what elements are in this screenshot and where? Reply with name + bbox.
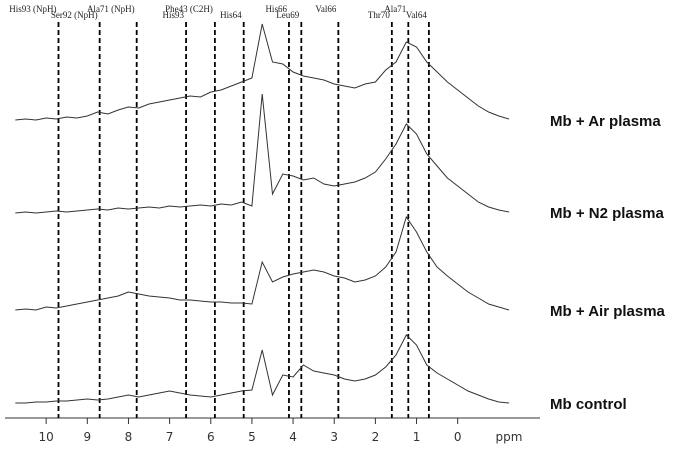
annotation-label: His93 (NpH) <box>9 4 56 14</box>
x-tick-label: 1 <box>413 430 421 444</box>
annotation-label: Leu69 <box>276 10 299 20</box>
annotation-label: Ala71 <box>384 4 406 14</box>
x-axis-label: ppm <box>496 430 523 444</box>
annotation-label: Ser92 (NpH) <box>51 10 98 20</box>
annotation-label: His93 <box>163 10 185 20</box>
x-tick-label: 4 <box>289 430 297 444</box>
x-tick-label: 10 <box>39 430 54 444</box>
x-tick-label: 5 <box>248 430 256 444</box>
series-label: Mb control <box>550 396 627 413</box>
spectrum <box>15 334 510 404</box>
annotation-label: Thr70 <box>368 10 390 20</box>
x-tick-label: 2 <box>372 430 380 444</box>
annotation-label: Val66 <box>315 4 336 14</box>
series-label: Mb + N2 plasma <box>550 205 664 222</box>
series-label: Mb + Ar plasma <box>550 113 661 130</box>
spectrum <box>15 93 510 214</box>
x-tick-label: 3 <box>330 430 338 444</box>
spectrum <box>15 23 510 121</box>
series-label: Mb + Air plasma <box>550 303 666 320</box>
x-tick-label: 8 <box>125 430 133 444</box>
x-tick-label: 9 <box>83 430 91 444</box>
spectrum <box>15 215 510 311</box>
annotation-label: Phe43 (C2H) <box>165 4 213 14</box>
annotation-label: Ala71 (NpH) <box>87 4 135 14</box>
x-tick-label: 6 <box>207 430 215 444</box>
annotation-label: His64 <box>220 10 242 20</box>
annotation-label: His66 <box>265 4 287 14</box>
x-tick-label: 7 <box>166 430 174 444</box>
x-tick-label: 0 <box>454 430 462 444</box>
annotation-label: Val64 <box>406 10 427 20</box>
